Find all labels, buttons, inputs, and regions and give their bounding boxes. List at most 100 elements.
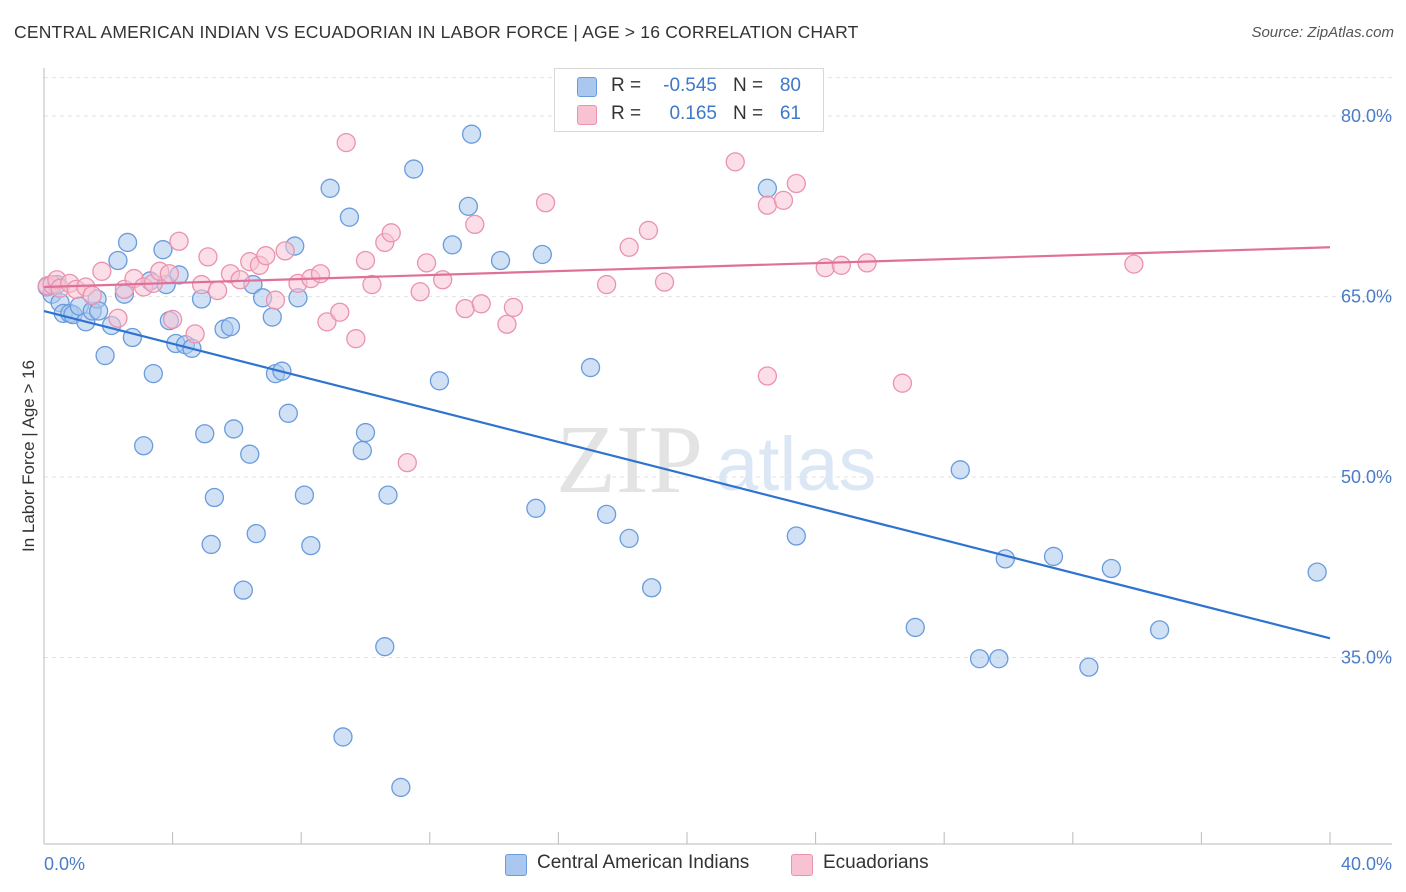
series-legend-label-central-american: Central American Indians <box>537 852 750 873</box>
data-point <box>950 460 970 480</box>
data-point <box>220 317 241 337</box>
data-point <box>153 240 173 260</box>
data-point <box>310 264 331 284</box>
data-point <box>995 549 1015 569</box>
data-point <box>458 196 479 217</box>
data-point <box>619 528 639 549</box>
data-point <box>330 302 350 322</box>
data-point <box>654 272 675 292</box>
data-point <box>1307 562 1327 582</box>
data-point <box>619 237 639 257</box>
data-point <box>301 535 321 556</box>
legend-n-label-2: N = <box>733 103 764 124</box>
watermark: ZIP atlas <box>556 406 877 514</box>
data-point <box>580 357 601 378</box>
data-point <box>143 363 163 384</box>
watermark-atlas: atlas <box>716 422 877 507</box>
data-point <box>815 258 835 278</box>
data-point <box>117 232 138 253</box>
data-point <box>535 193 556 213</box>
data-point <box>355 250 376 271</box>
axes <box>43 68 1392 845</box>
data-point <box>532 244 552 265</box>
data-point <box>333 727 353 747</box>
data-point <box>233 580 253 600</box>
data-point <box>786 173 806 194</box>
data-point <box>355 422 376 443</box>
data-point <box>391 777 411 798</box>
data-point <box>831 255 851 275</box>
data-point <box>503 297 524 318</box>
legend-swatch-central-american <box>577 77 597 97</box>
data-point <box>336 132 356 153</box>
trend-lines <box>43 246 1331 640</box>
data-point <box>471 294 491 314</box>
data-point <box>195 424 215 444</box>
data-point <box>185 324 205 344</box>
data-point <box>375 637 395 657</box>
data-point <box>757 195 778 215</box>
series-legend-swatch-ecuadorian <box>791 854 813 876</box>
y-axis-tick-labels: 80.0% 65.0% 50.0% 35.0% <box>1341 106 1392 667</box>
data-point <box>198 247 218 267</box>
data-point <box>162 309 183 330</box>
data-point <box>320 178 340 198</box>
data-point <box>92 261 112 281</box>
data-point <box>362 274 382 295</box>
x-tick-label-min: 0.0% <box>44 854 85 874</box>
data-point <box>465 214 485 235</box>
data-point <box>892 373 913 393</box>
legend-n-value-1: 80 <box>779 75 801 96</box>
data-point <box>725 152 745 172</box>
data-point <box>265 290 286 310</box>
legend-r-value-1: -0.545 <box>663 75 717 96</box>
data-point <box>773 190 794 210</box>
data-point <box>989 649 1009 669</box>
legend-swatch-ecuadorian <box>577 105 597 125</box>
data-point <box>461 124 482 144</box>
data-point <box>224 419 244 439</box>
data-point <box>381 223 401 243</box>
data-point <box>1149 620 1170 640</box>
data-point <box>638 220 659 241</box>
legend-r-label-1: R = <box>611 75 642 96</box>
data-point <box>159 264 180 284</box>
data-point <box>1043 546 1064 567</box>
legend-n-value-2: 61 <box>779 103 801 124</box>
data-point <box>497 314 517 334</box>
x-tick-label-max: 40.0% <box>1341 854 1392 874</box>
y-axis-label: In Labor Force | Age > 16 <box>19 360 38 552</box>
chart-source: Source: ZipAtlas.com <box>1251 24 1394 41</box>
data-point <box>1124 254 1144 274</box>
legend-n-label-1: N = <box>733 75 764 96</box>
data-point <box>339 207 360 227</box>
series-legend-label-ecuadorian: Ecuadorians <box>823 852 929 873</box>
data-point <box>378 485 398 505</box>
data-point <box>969 649 990 669</box>
data-point <box>169 231 189 251</box>
data-point <box>317 312 337 332</box>
data-point <box>410 282 430 302</box>
data-point <box>1101 558 1122 579</box>
data-point <box>278 403 298 423</box>
data-point <box>108 250 128 271</box>
trend-line-1 <box>43 246 1331 289</box>
data-point <box>857 253 877 273</box>
data-point <box>757 178 778 198</box>
data-point <box>596 504 617 525</box>
y-tick-label: 80.0% <box>1341 106 1392 126</box>
data-point <box>201 534 221 555</box>
data-point <box>404 159 424 179</box>
series-points-1 <box>37 132 1144 473</box>
data-point <box>352 440 372 461</box>
data-point <box>95 345 115 366</box>
data-point <box>262 307 282 327</box>
data-point <box>397 452 417 473</box>
data-point <box>429 371 450 391</box>
data-point <box>905 617 925 638</box>
data-point <box>596 274 617 295</box>
data-point <box>490 250 511 271</box>
series-legend-swatch-central-american <box>505 854 527 876</box>
grid-lines <box>44 77 1392 659</box>
